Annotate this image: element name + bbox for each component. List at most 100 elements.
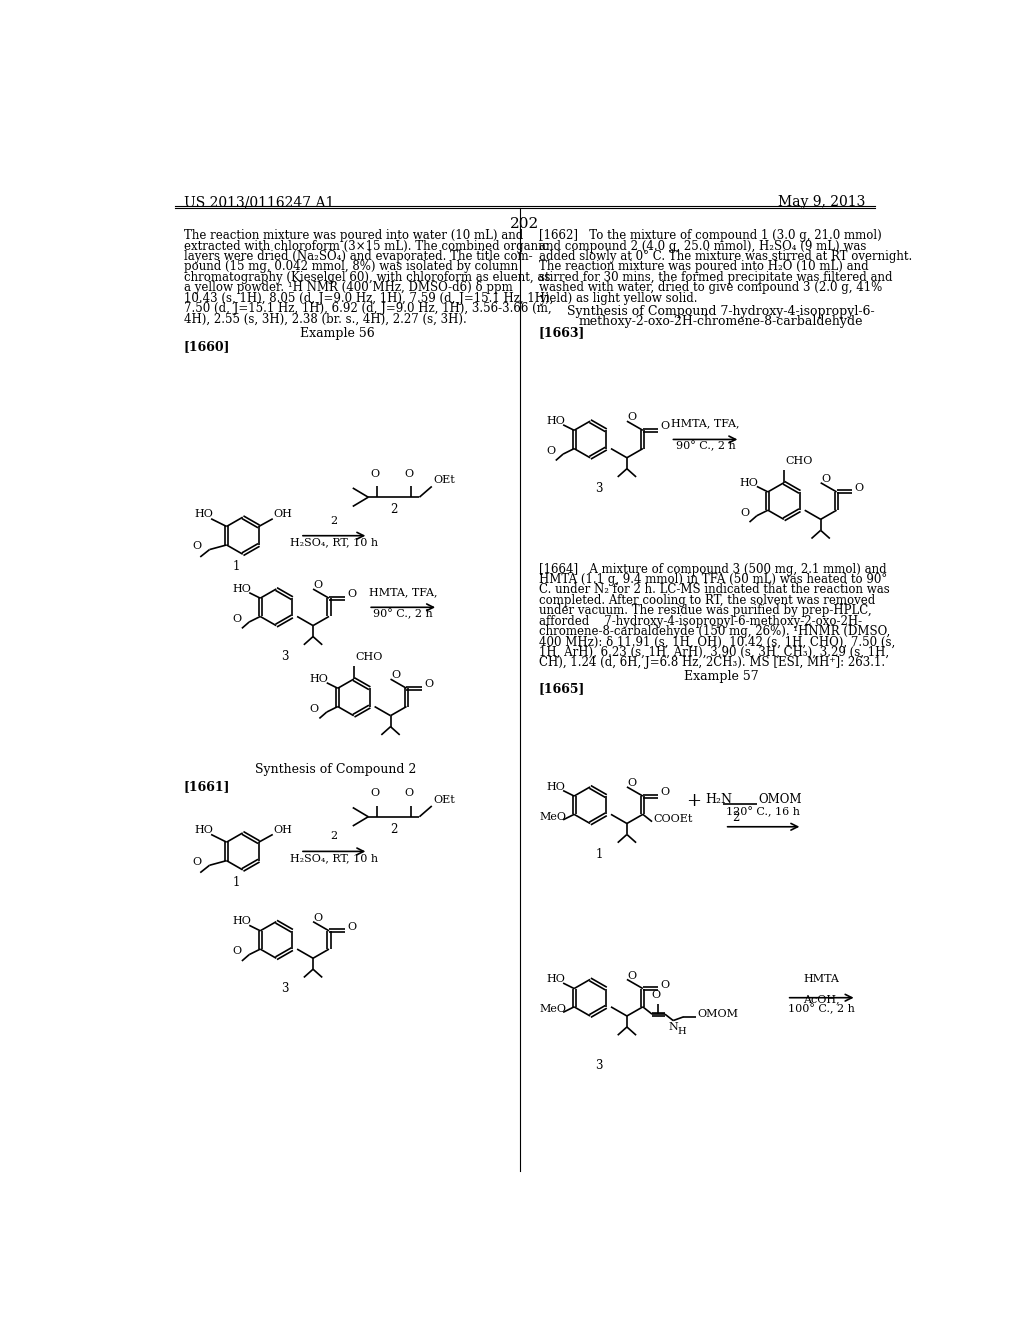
Text: O: O [193, 541, 202, 552]
Text: N: N [669, 1022, 678, 1032]
Text: O: O [628, 412, 637, 422]
Text: and compound 2 (4.0 g, 25.0 mmol), H₂SO₄ (9 mL) was: and compound 2 (4.0 g, 25.0 mmol), H₂SO₄… [539, 240, 866, 252]
Text: OMOM: OMOM [697, 1008, 738, 1019]
Text: H₂N: H₂N [706, 793, 732, 807]
Text: 2: 2 [390, 822, 397, 836]
Text: 1H, ArH), 6.23 (s, 1H, ArH), 3.90 (s, 3H, CH₃), 3.29 (s, 1H,: 1H, ArH), 6.23 (s, 1H, ArH), 3.90 (s, 3H… [539, 645, 889, 659]
Text: O: O [740, 508, 750, 517]
Text: HO: HO [739, 478, 759, 487]
Text: [1661]: [1661] [183, 780, 230, 793]
Text: 3: 3 [595, 482, 603, 495]
Text: O: O [855, 483, 863, 494]
Text: afforded    7-hydroxy-4-isopropyl-6-methoxy-2-oxo-2H-: afforded 7-hydroxy-4-isopropyl-6-methoxy… [539, 615, 862, 627]
Text: [1663]: [1663] [539, 326, 585, 339]
Text: 2: 2 [732, 812, 739, 825]
Text: [1665]: [1665] [539, 682, 585, 696]
Text: 100° C., 2 h: 100° C., 2 h [788, 1003, 855, 1015]
Text: HO: HO [232, 583, 251, 594]
Text: 202: 202 [510, 216, 540, 231]
Text: 1: 1 [232, 560, 241, 573]
Text: O: O [424, 680, 433, 689]
Text: layers were dried (Na₂SO₄) and evaporated. The title com-: layers were dried (Na₂SO₄) and evaporate… [183, 249, 532, 263]
Text: O: O [651, 990, 660, 1001]
Text: added slowly at 0° C. The mixture was stirred at RT overnight.: added slowly at 0° C. The mixture was st… [539, 249, 912, 263]
Text: C. under N₂ for 2 h. LC-MS indicated that the reaction was: C. under N₂ for 2 h. LC-MS indicated tha… [539, 583, 890, 597]
Text: O: O [313, 581, 323, 590]
Text: O: O [404, 788, 414, 799]
Text: O: O [628, 777, 637, 788]
Text: O: O [391, 671, 400, 680]
Text: H₂SO₄, RT, 10 h: H₂SO₄, RT, 10 h [290, 537, 378, 548]
Text: pound (15 mg, 0.042 mmol, 8%) was isolated by column: pound (15 mg, 0.042 mmol, 8%) was isolat… [183, 260, 518, 273]
Text: 2: 2 [331, 832, 338, 841]
Text: HMTA: HMTA [804, 974, 840, 983]
Text: OMOM: OMOM [759, 793, 803, 807]
Text: HMTA (1.1 g, 9.4 mmol) in TFA (50 mL) was heated to 90°: HMTA (1.1 g, 9.4 mmol) in TFA (50 mL) wa… [539, 573, 887, 586]
Text: stirred for 30 mins, the formed precipitate was filtered and: stirred for 30 mins, the formed precipit… [539, 271, 892, 284]
Text: O: O [310, 704, 319, 714]
Text: HO: HO [546, 416, 565, 426]
Text: 400 MHz): δ 11.91 (s, 1H, OH), 10.42 (s, 1H, CHO), 7.50 (s,: 400 MHz): δ 11.91 (s, 1H, OH), 10.42 (s,… [539, 635, 895, 648]
Text: extracted with chloroform (3×15 mL). The combined organic: extracted with chloroform (3×15 mL). The… [183, 240, 548, 252]
Text: O: O [347, 921, 356, 932]
Text: 3: 3 [282, 649, 289, 663]
Text: Synthesis of Compound 7-hydroxy-4-isopropyl-6-: Synthesis of Compound 7-hydroxy-4-isopro… [567, 305, 874, 318]
Text: completed. After cooling to RT, the solvent was removed: completed. After cooling to RT, the solv… [539, 594, 874, 607]
Text: 3: 3 [595, 1059, 603, 1072]
Text: washed with water, dried to give compound 3 (2.0 g, 41%: washed with water, dried to give compoun… [539, 281, 882, 294]
Text: chromene-8-carbaldehyde (150 mg, 26%). ¹HNMR (DMSO,: chromene-8-carbaldehyde (150 mg, 26%). ¹… [539, 626, 890, 638]
Text: O: O [660, 979, 670, 990]
Text: The reaction mixture was poured into H₂O (10 mL) and: The reaction mixture was poured into H₂O… [539, 260, 868, 273]
Text: 3: 3 [282, 982, 289, 995]
Text: [1664]   A mixture of compound 3 (500 mg, 2.1 mmol) and: [1664] A mixture of compound 3 (500 mg, … [539, 562, 887, 576]
Text: HO: HO [546, 781, 565, 792]
Text: HO: HO [194, 510, 213, 519]
Text: O: O [232, 614, 242, 624]
Text: 4H), 2.55 (s, 3H), 2.38 (br. s., 4H), 2.27 (s, 3H).: 4H), 2.55 (s, 3H), 2.38 (br. s., 4H), 2.… [183, 313, 467, 326]
Text: MeO: MeO [540, 1005, 567, 1014]
Text: CH), 1.24 (d, 6H, J=6.8 Hz, 2CH₃). MS [ESI, MH⁺]: 263.1.: CH), 1.24 (d, 6H, J=6.8 Hz, 2CH₃). MS [E… [539, 656, 885, 669]
Text: 7.50 (d, J=15.1 Hz, 1H), 6.92 (d, J=9.0 Hz, 1H), 3.56-3.66 (m,: 7.50 (d, J=15.1 Hz, 1H), 6.92 (d, J=9.0 … [183, 302, 552, 315]
Text: 90° C., 2 h: 90° C., 2 h [676, 441, 735, 451]
Text: OH: OH [273, 825, 293, 834]
Text: O: O [628, 970, 637, 981]
Text: [1660]: [1660] [183, 339, 230, 352]
Text: CHO: CHO [355, 652, 383, 663]
Text: HMTA, TFA,: HMTA, TFA, [369, 587, 437, 597]
Text: O: O [193, 857, 202, 867]
Text: H₂SO₄, RT, 10 h: H₂SO₄, RT, 10 h [290, 853, 378, 863]
Text: 90° C., 2 h: 90° C., 2 h [374, 609, 433, 619]
Text: May 9, 2013: May 9, 2013 [778, 195, 866, 210]
Text: O: O [313, 913, 323, 923]
Text: AcOH,: AcOH, [803, 994, 840, 1003]
Text: O: O [821, 474, 830, 484]
Text: 120° C., 16 h: 120° C., 16 h [726, 807, 801, 817]
Text: 2: 2 [331, 516, 338, 525]
Text: H: H [677, 1027, 686, 1036]
Text: Example 56: Example 56 [300, 327, 375, 341]
Text: +: + [686, 792, 701, 810]
Text: yield) as light yellow solid.: yield) as light yellow solid. [539, 292, 697, 305]
Text: Example 57: Example 57 [684, 669, 758, 682]
Text: OEt: OEt [433, 475, 455, 486]
Text: O: O [347, 589, 356, 599]
Text: HO: HO [309, 675, 329, 684]
Text: a yellow powder. ¹H NMR (400 MHz, DMSO-d6) δ ppm: a yellow powder. ¹H NMR (400 MHz, DMSO-d… [183, 281, 513, 294]
Text: O: O [371, 469, 380, 479]
Text: MeO: MeO [540, 812, 567, 822]
Text: HMTA, TFA,: HMTA, TFA, [671, 418, 739, 429]
Text: OH: OH [273, 510, 293, 519]
Text: OEt: OEt [433, 795, 455, 805]
Text: The reaction mixture was poured into water (10 mL) and: The reaction mixture was poured into wat… [183, 230, 523, 243]
Text: CHO: CHO [785, 457, 813, 466]
Text: 1: 1 [232, 876, 241, 890]
Text: O: O [546, 446, 555, 455]
Text: O: O [660, 421, 670, 432]
Text: 1: 1 [596, 847, 603, 861]
Text: O: O [232, 946, 242, 957]
Text: O: O [371, 788, 380, 799]
Text: methoxy-2-oxo-2H-chromene-8-carbaldehyde: methoxy-2-oxo-2H-chromene-8-carbaldehyde [579, 315, 863, 329]
Text: chromatography (Kieselgel 60), with chloroform as eluent, as: chromatography (Kieselgel 60), with chlo… [183, 271, 550, 284]
Text: 2: 2 [390, 503, 397, 516]
Text: under vacuum. The residue was purified by prep-HPLC,: under vacuum. The residue was purified b… [539, 605, 871, 618]
